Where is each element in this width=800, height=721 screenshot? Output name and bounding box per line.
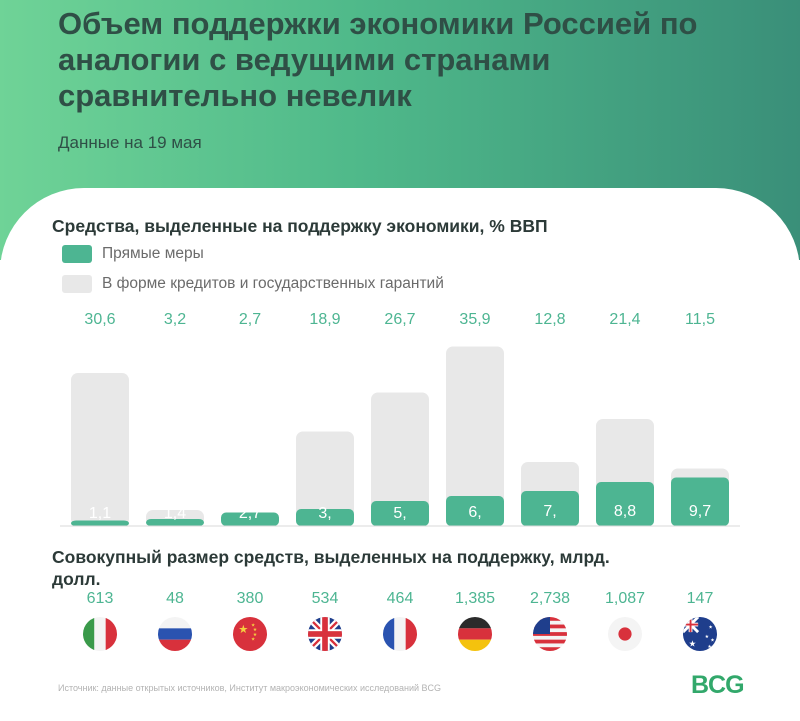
bar-credit-4 <box>371 392 429 526</box>
source-note: Источник: данные открытых источников, Ин… <box>58 683 442 693</box>
direct-value-label-5: 6, <box>468 504 481 521</box>
total-pct-label-4: 26,7 <box>384 311 416 328</box>
legend-swatch-credit <box>62 275 92 293</box>
direct-value-label-4: 5, <box>393 505 406 522</box>
uk-flag-icon <box>308 617 342 651</box>
legend-label-direct: Прямые меры <box>102 245 204 262</box>
total-bln-label-0: 613 <box>86 590 114 607</box>
legend-item-direct: Прямые меры <box>62 244 204 264</box>
total-bln-label-5: 1,385 <box>454 590 496 607</box>
total-pct-label-1: 3,2 <box>163 311 187 328</box>
svg-text:★: ★ <box>238 624 248 636</box>
direct-value-label-1: 1,4 <box>164 505 186 522</box>
total-bln-label-7: 1,087 <box>604 590 646 607</box>
bar-direct-0 <box>71 520 129 526</box>
bar-credit-3 <box>296 431 354 526</box>
bar-credit-0 <box>71 373 129 526</box>
bar-direct-2 <box>221 512 279 526</box>
total-bln-label-6: 2,738 <box>529 590 571 607</box>
svg-text:★: ★ <box>710 638 714 644</box>
total-bln-label-1: 48 <box>166 590 184 607</box>
total-bln-label-2: 380 <box>236 590 264 607</box>
svg-text:★: ★ <box>251 637 255 643</box>
bar-direct-7 <box>596 482 654 526</box>
svg-text:★: ★ <box>708 644 712 650</box>
italy-flag-icon <box>83 617 117 651</box>
total-bln-label-8: 147 <box>686 590 714 607</box>
page-title: Объем поддержки экономики Россией по ана… <box>58 6 698 113</box>
total-pct-label-7: 21,4 <box>609 311 641 328</box>
section2-title: Совокупный размер средств, выделенных на… <box>52 547 610 589</box>
bar-direct-3 <box>296 509 354 526</box>
svg-text:★: ★ <box>253 627 257 633</box>
total-pct-label-3: 18,9 <box>309 311 341 328</box>
total-pct-label-8: 11,5 <box>685 311 715 328</box>
usa-flag-icon <box>533 617 567 651</box>
total-pct-label-0: 30,6 <box>84 311 116 328</box>
legend-label-credit: В форме кредитов и государственных гаран… <box>102 275 444 292</box>
svg-text:★: ★ <box>251 622 255 628</box>
svg-text:★: ★ <box>689 638 697 648</box>
direct-value-label-2: 2,7 <box>239 505 261 522</box>
direct-value-label-0: 1,1 <box>89 505 111 522</box>
bar-direct-1 <box>146 519 204 526</box>
svg-text:★: ★ <box>705 634 709 640</box>
bar-direct-5 <box>446 496 504 526</box>
total-pct-label-5: 35,9 <box>459 311 491 328</box>
bcg-logo: BCG <box>691 671 745 699</box>
chart-title: Средства, выделенные на поддержку эконом… <box>52 216 548 236</box>
direct-value-label-6: 7, <box>543 503 556 520</box>
legend-item-credit: В форме кредитов и государственных гаран… <box>62 274 444 294</box>
total-pct-label-6: 12,8 <box>534 311 566 328</box>
svg-text:★: ★ <box>253 632 257 638</box>
germany-flag-icon <box>458 617 492 651</box>
page-subtitle: Данные на 19 мая <box>58 133 202 152</box>
total-bln-label-3: 534 <box>311 590 339 607</box>
svg-text:★: ★ <box>709 624 713 630</box>
bar-credit-5 <box>446 346 504 526</box>
direct-value-label-3: 3, <box>318 505 331 522</box>
legend-swatch-direct <box>62 245 92 263</box>
russia-flag-icon <box>158 617 192 651</box>
bar-chart: 1,1 1,4 2,7 3, 5, 6, 7, 8,8 9,7 <box>60 346 740 527</box>
total-pct-label-2: 2,7 <box>238 311 262 328</box>
direct-value-label-8: 9,7 <box>689 503 711 520</box>
australia-flag-icon: ★ ★ ★ ★ ★ <box>683 617 717 651</box>
china-flag-icon: ★ ★ ★ ★ ★ <box>233 617 267 651</box>
bar-direct-6 <box>521 491 579 526</box>
france-flag-icon <box>383 617 417 651</box>
bar-direct-4 <box>371 501 429 526</box>
total-bln-label-4: 464 <box>386 590 414 607</box>
direct-value-label-7: 8,8 <box>614 503 636 520</box>
japan-flag-icon <box>608 617 642 651</box>
bar-direct-8 <box>671 477 729 526</box>
